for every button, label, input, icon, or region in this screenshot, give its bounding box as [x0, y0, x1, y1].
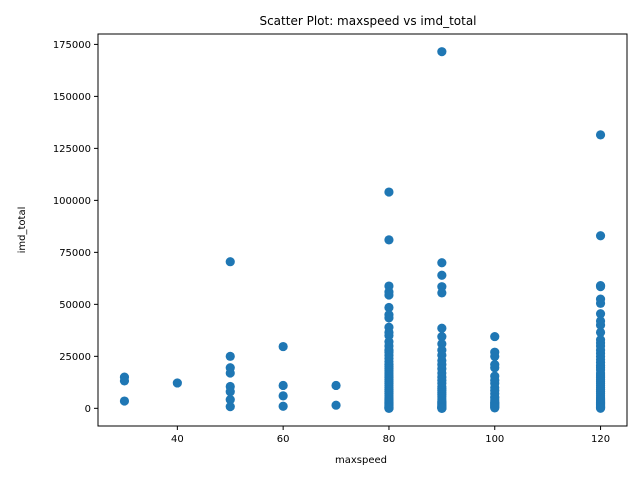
y-tick-label: 75000 — [59, 248, 91, 259]
data-point — [595, 298, 606, 308]
data-point — [437, 323, 447, 333]
data-point — [437, 288, 447, 298]
data-point — [437, 331, 447, 342]
x-tick-label: 80 — [383, 434, 396, 445]
y-tick-label: 50000 — [59, 300, 91, 311]
y-axis: 0 25000 50000 75000 100000 125000 150000 175000 — [53, 40, 98, 415]
data-point — [278, 401, 288, 411]
data-point — [278, 391, 288, 401]
data-point — [119, 376, 130, 386]
y-tick-label: 175000 — [53, 40, 91, 51]
data-point — [225, 368, 235, 378]
data-point — [490, 331, 500, 342]
data-point — [595, 231, 606, 241]
data-point — [225, 257, 235, 267]
chart-title: Scatter Plot: maxspeed vs imd_total — [259, 14, 476, 28]
plot-frame — [97, 33, 628, 427]
data-point — [278, 341, 288, 352]
data-point — [490, 363, 500, 373]
x-tick-label: 60 — [277, 434, 290, 445]
data-point — [384, 313, 394, 323]
y-tick-label: 25000 — [59, 352, 91, 363]
x-tick-label: 120 — [591, 434, 610, 445]
data-point — [384, 187, 394, 197]
data-point — [225, 387, 235, 397]
data-point — [595, 327, 606, 338]
data-point — [437, 47, 447, 57]
x-axis-label: maxspeed — [335, 455, 387, 466]
data-point — [331, 400, 341, 410]
data-point — [595, 403, 606, 413]
data-point — [437, 403, 447, 413]
data-point — [278, 380, 288, 391]
data-point — [595, 320, 606, 330]
data-point — [225, 351, 235, 361]
data-point — [437, 258, 447, 268]
data-point — [331, 380, 341, 391]
x-tick-label: 40 — [171, 434, 184, 445]
y-axis-label: imd_total — [17, 207, 28, 254]
data-point — [384, 235, 394, 245]
y-tick-label: 125000 — [53, 144, 91, 155]
x-tick-label: 100 — [485, 434, 504, 445]
data-point — [595, 282, 606, 292]
data-point — [384, 290, 394, 300]
y-tick-label: 100000 — [53, 196, 91, 207]
data-point — [172, 378, 182, 388]
data-point — [595, 309, 606, 319]
data-points — [119, 47, 606, 413]
data-point — [384, 302, 394, 313]
data-point — [384, 403, 394, 413]
data-point — [225, 394, 235, 405]
data-point — [595, 130, 606, 140]
data-point — [490, 403, 500, 413]
x-axis: 40 60 80 100 120 — [171, 426, 610, 445]
data-point — [437, 270, 447, 280]
data-point — [119, 396, 130, 406]
y-tick-label: 150000 — [53, 92, 91, 103]
data-point — [490, 351, 500, 361]
y-tick-label: 0 — [85, 404, 91, 415]
data-point — [225, 402, 235, 412]
